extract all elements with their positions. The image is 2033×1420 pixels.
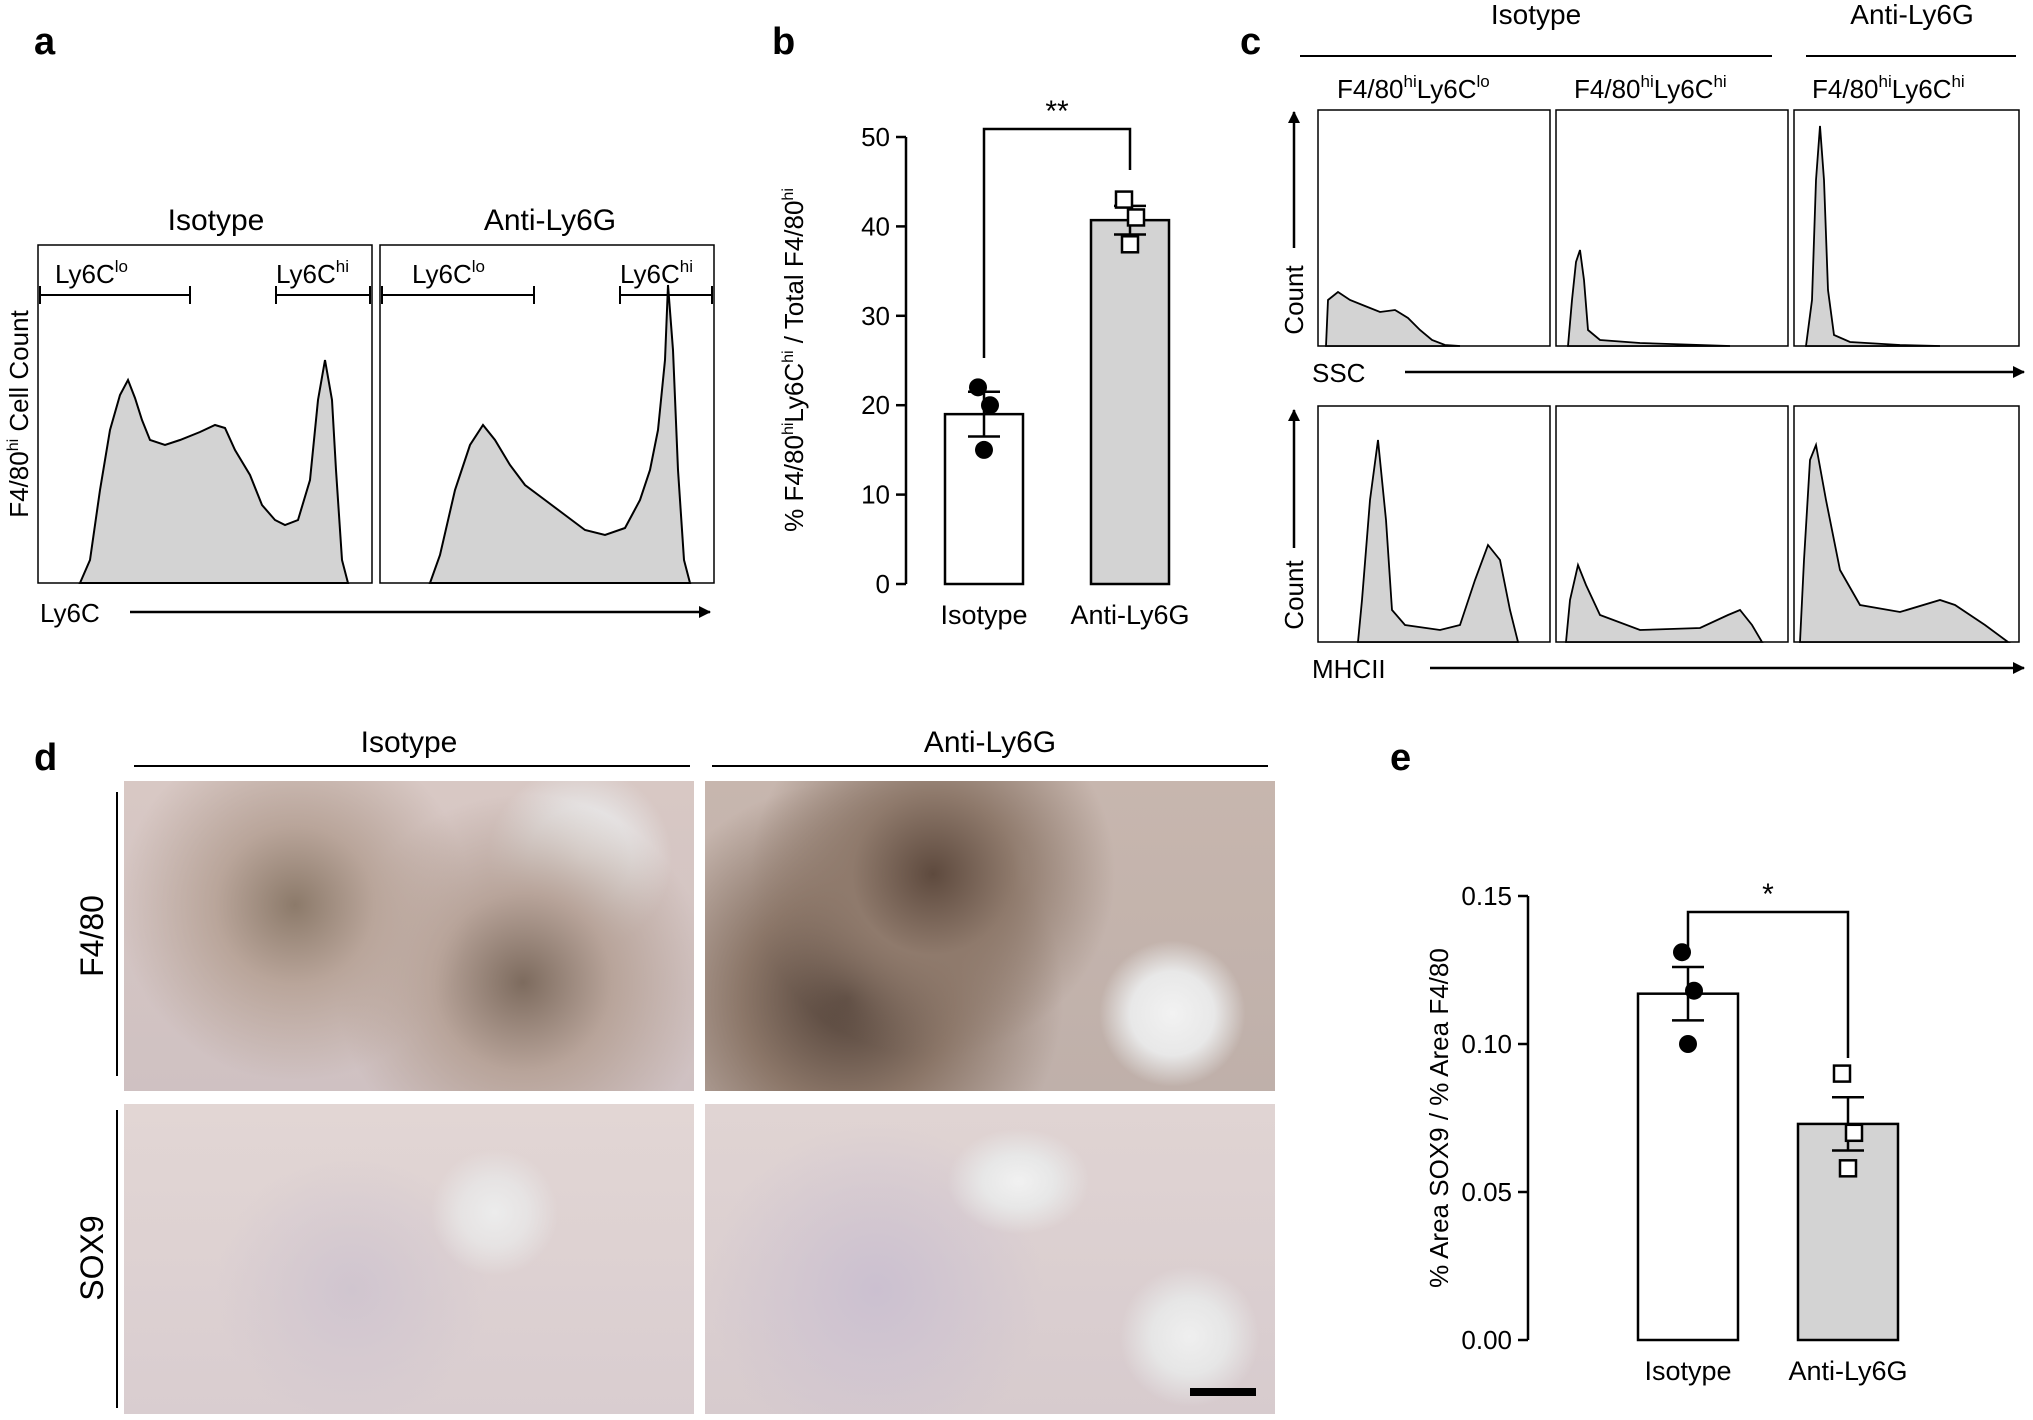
- data-point: [1685, 981, 1703, 1000]
- bar-isotype: [943, 412, 1025, 586]
- significance-label: *: [1762, 878, 1774, 911]
- panel-c-column-1-label: F4/80hiLy6Clo: [1337, 72, 1490, 104]
- significance-bracket: [982, 127, 1132, 358]
- panel-c-ssc-histogram-2: [1567, 249, 1731, 347]
- panel-a-anti-ly6g-gate-lo-label: Ly6Clo: [412, 257, 485, 289]
- y-tick-label: 0.05: [1461, 1177, 1512, 1207]
- panel-c-group-isotype: Isotype: [1491, 0, 1581, 30]
- y-tick-label: 0.10: [1461, 1029, 1512, 1059]
- panel-c-mhcii-histogram-2: [1565, 561, 1764, 643]
- y-tick-label: 10: [861, 480, 890, 510]
- panel-c-column-3-label: F4/80hiLy6Chi: [1812, 72, 1965, 104]
- bar-anti-ly6g: [1089, 218, 1171, 586]
- panel-b-chart: 0 10 20 30 40 50 Isotype Anti-Ly6G ** % F4/80hiLy…: [779, 95, 1190, 630]
- y-tick-label: 50: [861, 122, 890, 152]
- x-category-label: Anti-Ly6G: [1788, 1356, 1907, 1386]
- x-category-label: Anti-Ly6G: [1070, 600, 1189, 630]
- panel-d-row-sox9: SOX9: [74, 1215, 110, 1300]
- panel-c-group-anti-ly6g: Anti-Ly6G: [1850, 0, 1973, 30]
- data-point: [1832, 1064, 1852, 1083]
- panel-a-ylabel: F4/80hi Cell Count: [4, 309, 34, 517]
- panel-a-anti-ly6g-gate-hi-label: Ly6Chi: [620, 257, 693, 289]
- panel-a-anti-ly6g-gate-hi: [619, 286, 713, 304]
- panel-a-xlabel: Ly6C: [40, 598, 100, 628]
- panel-label-e: e: [1390, 737, 1411, 779]
- panel-a-isotype-histogram: [78, 359, 350, 584]
- x-category-label: Isotype: [940, 600, 1027, 630]
- panel-c-ssc-histogram-1: [1325, 290, 1461, 347]
- y-tick-label: 0.15: [1461, 881, 1512, 911]
- panel-d-row-f4-80: F4/80: [74, 895, 110, 977]
- panel-label-d: d: [34, 737, 57, 779]
- y-tick-label: 20: [861, 390, 890, 420]
- panel-c-ssc-ylabel: Count: [1279, 265, 1309, 335]
- sox9-anti-ly6g-micrograph: [705, 1104, 1275, 1414]
- panel-c-mhcii-xlabel: MHCII: [1312, 654, 1386, 684]
- y-tick-label: 30: [861, 301, 890, 331]
- y-tick-label: 0: [876, 569, 890, 599]
- f4-80-anti-ly6g-micrograph: [705, 781, 1275, 1091]
- panel-c-mhcii-ylabel: Count: [1279, 560, 1309, 630]
- significance-label: **: [1045, 95, 1069, 128]
- panel-label-b: b: [772, 21, 795, 63]
- bar-anti-ly6g: [1796, 1122, 1900, 1342]
- panel-a-group-isotype: Isotype: [168, 204, 265, 237]
- data-point: [1120, 235, 1140, 254]
- data-point: [1114, 190, 1134, 209]
- panel-d-group-isotype: Isotype: [361, 726, 458, 759]
- data-point: [975, 440, 993, 459]
- sox9-isotype-micrograph: [124, 1104, 694, 1414]
- panel-e-chart: 0.00 0.05 0.10 0.15 Isotype Anti-Ly6G * % Area …: [1424, 878, 1908, 1386]
- data-point: [1838, 1159, 1858, 1178]
- panel-c-mhcii-frame-1: [1317, 405, 1551, 643]
- data-point: [1679, 1035, 1697, 1053]
- data-point: [1844, 1123, 1864, 1143]
- panel-c-mhcii-histogram-1: [1357, 439, 1520, 643]
- panel-a-isotype-gate-hi-label: Ly6Chi: [276, 257, 349, 289]
- panel-a-isotype-gate-lo: [39, 286, 191, 304]
- f4-80-isotype-micrograph: [124, 781, 694, 1091]
- panel-c-mhcii-histogram-3: [1799, 441, 2011, 643]
- panel-a-group-anti-ly6g: Anti-Ly6G: [484, 204, 616, 237]
- panel-c-ssc-frame-2: [1555, 109, 1789, 347]
- data-point: [1126, 208, 1146, 227]
- panel-c-ssc-xlabel: SSC: [1312, 358, 1365, 388]
- panel-a-anti-ly6g-gate-lo: [381, 286, 535, 304]
- panel-b-ylabel: % F4/80hiLy6Chi / Total F4/80hi: [779, 188, 809, 532]
- significance-bracket: [1686, 910, 1850, 1058]
- data-point: [1673, 943, 1691, 962]
- data-point: [981, 396, 999, 415]
- y-tick-label: 0.00: [1461, 1325, 1512, 1355]
- panel-a-isotype-gate-hi: [275, 286, 371, 304]
- panel-a-anti-ly6g-histogram: [428, 284, 692, 584]
- y-tick-label: 40: [861, 211, 890, 241]
- panel-d-group-anti-ly6g: Anti-Ly6G: [924, 726, 1056, 759]
- panel-label-c: c: [1240, 21, 1261, 63]
- panel-c-column-2-label: F4/80hiLy6Chi: [1574, 72, 1727, 104]
- x-category-label: Isotype: [1644, 1356, 1731, 1386]
- panel-a-isotype-gate-lo-label: Ly6Clo: [55, 257, 128, 289]
- panel-e-ylabel: % Area SOX9 / % Area F4/80: [1424, 948, 1454, 1288]
- panel-label-a: a: [34, 21, 56, 63]
- data-point: [969, 378, 987, 397]
- panel-c-ssc-histogram-3: [1804, 125, 1941, 347]
